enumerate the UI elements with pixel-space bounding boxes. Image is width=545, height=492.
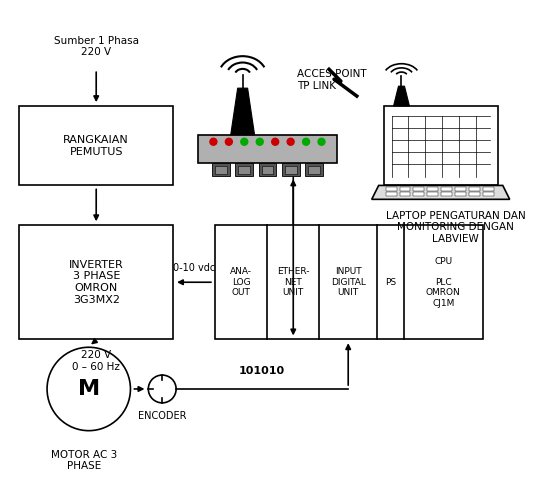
Bar [399,192,410,196]
Text: Sumber 1 Phasa
220 V: Sumber 1 Phasa 220 V [54,35,139,57]
Bar [441,192,452,196]
Text: ACCES POINT
TP LINK: ACCES POINT TP LINK [297,69,367,91]
Bar [238,166,250,174]
Bar [282,162,300,176]
Text: ANA-
LOG
OUT: ANA- LOG OUT [230,267,252,297]
Bar [469,192,480,196]
Text: INPUT
DIGITAL
UNIT: INPUT DIGITAL UNIT [331,267,366,297]
Bar [19,106,173,185]
Text: ETHER-
NET
UNIT: ETHER- NET UNIT [277,267,310,297]
Text: PS: PS [385,278,396,287]
Bar [455,187,466,191]
Bar [215,225,483,339]
Bar [455,192,466,196]
Bar [308,166,320,174]
Bar [399,187,410,191]
Text: RANGKAIAN
PEMUTUS: RANGKAIAN PEMUTUS [63,135,129,156]
Bar [305,162,323,176]
Circle shape [47,347,130,430]
Text: M: M [78,379,100,399]
Text: MOTOR AC 3
PHASE: MOTOR AC 3 PHASE [51,450,117,471]
Bar [427,192,438,196]
Bar [215,166,227,174]
Text: CPU

PLC
OMRON
CJ1M: CPU PLC OMRON CJ1M [426,257,461,308]
Polygon shape [372,185,510,199]
Bar [284,166,296,174]
Bar [427,187,438,191]
Circle shape [287,138,294,145]
Circle shape [272,138,278,145]
Bar [235,162,253,176]
Text: LAPTOP PENGATURAN DAN
MONITORING DENGAN
LABVIEW: LAPTOP PENGATURAN DAN MONITORING DENGAN … [386,211,525,244]
Bar [19,225,173,339]
Text: 101010: 101010 [239,366,285,376]
Text: 220 V
0 – 60 Hz: 220 V 0 – 60 Hz [72,350,120,372]
Bar [386,187,397,191]
Circle shape [302,138,310,145]
Circle shape [256,138,263,145]
Polygon shape [231,88,255,135]
Bar [441,187,452,191]
Bar [386,192,397,196]
Circle shape [318,138,325,145]
Bar [483,187,494,191]
Bar [258,162,276,176]
Circle shape [241,138,248,145]
Circle shape [148,375,176,403]
Polygon shape [393,86,409,106]
Text: 0-10 vdc: 0-10 vdc [173,263,215,274]
Bar [212,162,230,176]
Bar [414,192,425,196]
Text: INVERTER
3 PHASE
OMRON
3G3MX2: INVERTER 3 PHASE OMRON 3G3MX2 [69,260,124,305]
Bar [262,166,274,174]
Bar [414,187,425,191]
Bar [483,192,494,196]
Bar [198,135,337,162]
Bar [384,106,498,185]
Circle shape [226,138,232,145]
Bar [469,187,480,191]
Circle shape [210,138,217,145]
Text: ENCODER: ENCODER [138,411,186,421]
